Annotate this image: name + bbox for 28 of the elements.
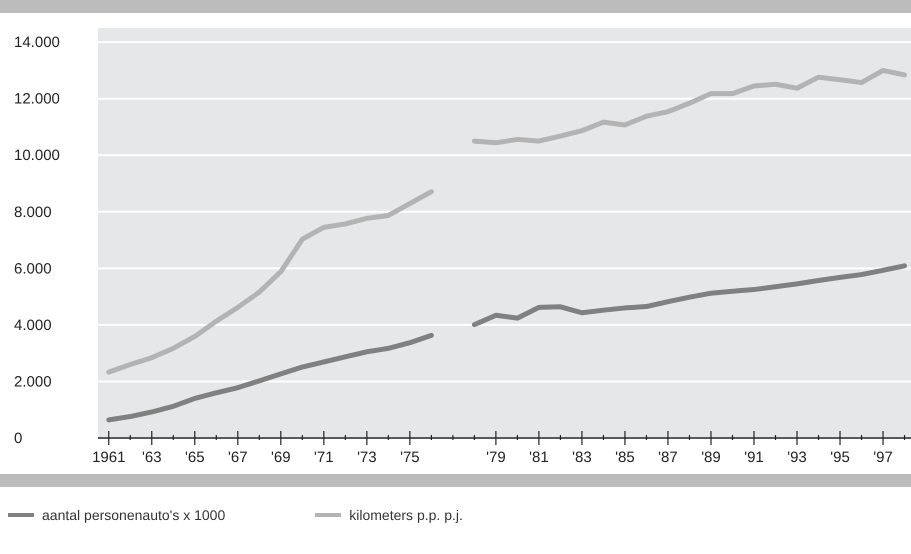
- x-tick-label: '75: [400, 449, 420, 466]
- x-tick-label: '93: [787, 449, 807, 466]
- y-tick-label: 0: [14, 430, 22, 447]
- x-tick-label: '87: [658, 449, 678, 466]
- x-tick-label: '65: [185, 449, 205, 466]
- x-tick-label: '67: [228, 449, 248, 466]
- x-tick-label: '97: [873, 449, 893, 466]
- y-tick-label: 8.000: [14, 204, 52, 221]
- x-tick-label: 1961: [92, 449, 126, 466]
- x-tick-label: '85: [615, 449, 635, 466]
- y-tick-label: 2.000: [14, 373, 52, 390]
- x-tick-label: '71: [314, 449, 334, 466]
- x-tick-label: '73: [357, 449, 377, 466]
- x-tick-label: '95: [830, 449, 850, 466]
- x-tick-label: '83: [572, 449, 592, 466]
- y-tick-label: 10.000: [14, 147, 60, 164]
- x-tick-label: '69: [271, 449, 291, 466]
- x-tick-label: '81: [529, 449, 549, 466]
- legend-label: aantal personenauto's x 1000: [42, 507, 226, 523]
- y-tick-label: 6.000: [14, 260, 52, 278]
- x-tick-label: '63: [142, 449, 162, 466]
- y-tick-label: 12.000: [14, 90, 60, 108]
- y-tick-label: 4.000: [14, 316, 52, 334]
- x-tick-label: '89: [701, 449, 721, 466]
- legend-label: kilometers p.p. p.j.: [349, 507, 463, 523]
- y-tick-label: 14.000: [14, 34, 60, 52]
- x-tick-label: '91: [744, 449, 764, 466]
- x-tick-label: '79: [486, 449, 506, 466]
